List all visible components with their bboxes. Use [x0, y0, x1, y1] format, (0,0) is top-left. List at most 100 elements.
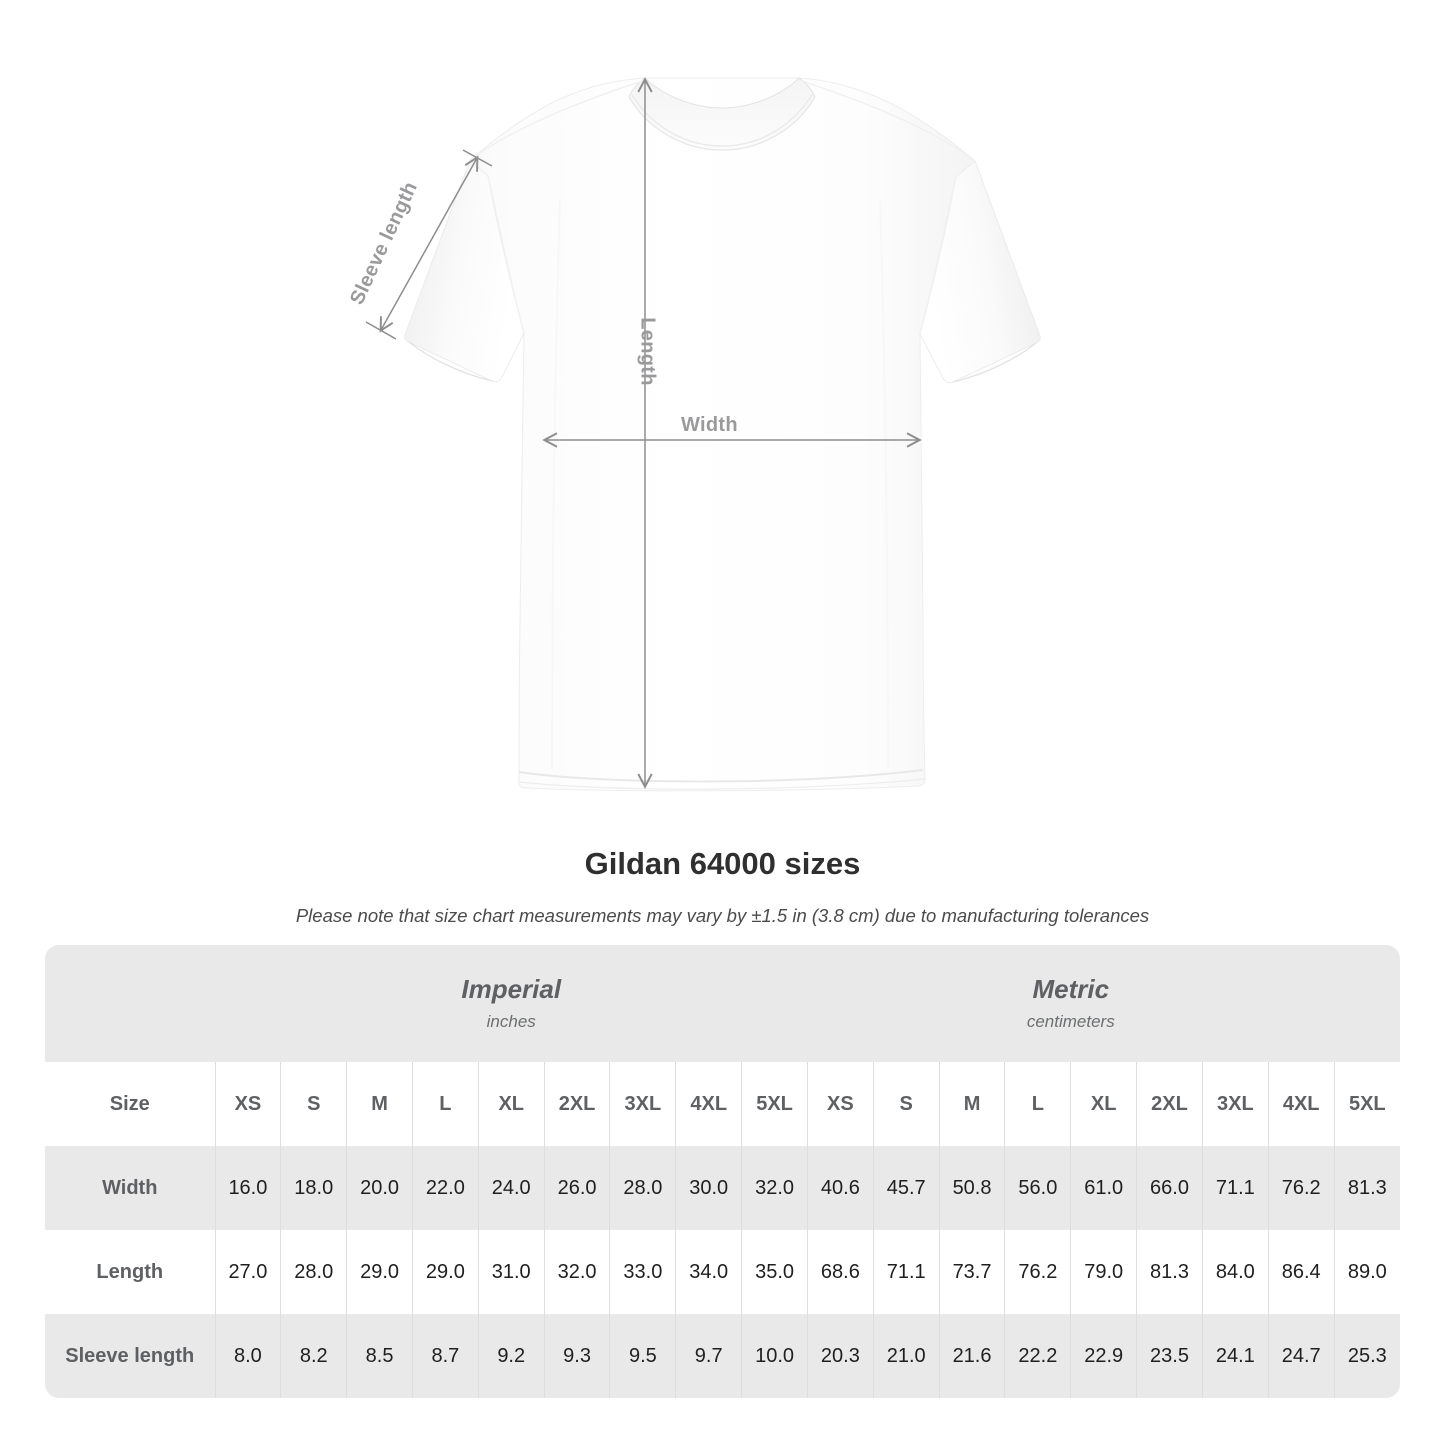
table-cell: 29.0 — [346, 1230, 413, 1314]
table-cell: 8.0 — [214, 1314, 281, 1398]
table-cell: 32.0 — [741, 1146, 808, 1230]
size-header-cell: 2XL — [543, 1062, 610, 1146]
table-cell: 35.0 — [741, 1230, 808, 1314]
size-header-cell: S — [280, 1062, 347, 1146]
tshirt-svg — [365, 77, 1041, 792]
size-header-cell: XS — [214, 1062, 281, 1146]
width-label: Width — [681, 414, 738, 436]
table-cell: 27.0 — [214, 1230, 281, 1314]
unit-group-metric-sub: centimeters — [1026, 1011, 1115, 1031]
unit-header-row: Imperial inches Metric centimeters — [45, 945, 1400, 1062]
table-cell: 89.0 — [1333, 1230, 1400, 1314]
table-cell: 21.0 — [872, 1314, 940, 1398]
table-row: Width 16.0 18.0 20.0 22.0 24.0 26.0 28.0… — [45, 1146, 1400, 1230]
table-cell: 40.6 — [806, 1146, 874, 1230]
table-cell: 30.0 — [675, 1146, 742, 1230]
size-header-cell: 4XL — [1267, 1062, 1335, 1146]
size-header-cell: 3XL — [609, 1062, 676, 1146]
table-cell: 23.5 — [1136, 1314, 1203, 1398]
table-cell: 26.0 — [543, 1146, 610, 1230]
dimension-lines — [365, 77, 922, 789]
row-label-sleeve-length: Sleeve length — [65, 1344, 195, 1367]
unit-header-spacer — [45, 945, 215, 1062]
size-header-cell: L — [411, 1062, 479, 1146]
size-header-cell: S — [872, 1062, 940, 1146]
table-cell: 24.7 — [1267, 1314, 1335, 1398]
size-header-cell: 4XL — [675, 1062, 742, 1146]
table-cell: 25.3 — [1333, 1314, 1400, 1398]
table-cell: 45.7 — [872, 1146, 940, 1230]
table-cell: 66.0 — [1136, 1146, 1203, 1230]
row-label-length: Length — [96, 1260, 164, 1283]
table-cell: 29.0 — [411, 1230, 479, 1314]
size-header-label: Size — [109, 1092, 150, 1115]
table-cell: 76.2 — [1267, 1146, 1335, 1230]
size-header-cell: 5XL — [741, 1062, 808, 1146]
table-cell: 24.0 — [477, 1146, 545, 1230]
table-cell: 8.5 — [346, 1314, 413, 1398]
title-block: Gildan 64000 sizes Please note that size… — [0, 845, 1445, 928]
sleeve-length-arrow — [379, 155, 479, 333]
table-cell: 71.1 — [872, 1230, 940, 1314]
size-header-cell: 5XL — [1333, 1062, 1400, 1146]
table-cell: 32.0 — [543, 1230, 610, 1314]
table-cell: 8.2 — [280, 1314, 347, 1398]
tshirt-illustration: Sleeve length Length Width — [346, 77, 1041, 792]
table-cell: 50.8 — [938, 1146, 1005, 1230]
sleeve-tick-top — [462, 149, 493, 167]
table-cell: 10.0 — [741, 1314, 808, 1398]
table-cell: 81.3 — [1333, 1146, 1400, 1230]
unit-group-imperial-sub: inches — [486, 1011, 536, 1031]
size-header-cell: L — [1004, 1062, 1071, 1146]
size-header-cell: 3XL — [1201, 1062, 1269, 1146]
unit-group-imperial-name: Imperial — [461, 974, 562, 1005]
table-cell: 9.2 — [477, 1314, 545, 1398]
size-header-cell: XL — [477, 1062, 545, 1146]
table-cell: 33.0 — [609, 1230, 676, 1314]
size-chart-table: Imperial inches Metric centimeters Size … — [45, 945, 1400, 1398]
unit-header-spacer-right — [1334, 945, 1400, 1062]
table-row: Length 27.0 28.0 29.0 29.0 31.0 32.0 33.… — [45, 1230, 1400, 1314]
table-cell: 22.2 — [1004, 1314, 1071, 1398]
table-cell: 86.4 — [1267, 1230, 1335, 1314]
table-cell: 16.0 — [214, 1146, 281, 1230]
table-cell: 61.0 — [1070, 1146, 1137, 1230]
table-cell: 8.7 — [411, 1314, 479, 1398]
unit-group-metric: Metric centimeters — [807, 945, 1334, 1062]
table-cell: 18.0 — [280, 1146, 347, 1230]
unit-group-imperial: Imperial inches — [215, 945, 807, 1062]
size-header-cell: M — [938, 1062, 1005, 1146]
size-header-cell: 2XL — [1136, 1062, 1203, 1146]
sleeve-tick-bottom — [365, 321, 397, 340]
table-cell: 28.0 — [280, 1230, 347, 1314]
size-chart-table-container: Imperial inches Metric centimeters Size … — [45, 945, 1400, 1398]
table-cell: 76.2 — [1004, 1230, 1071, 1314]
table-cell: 56.0 — [1004, 1146, 1071, 1230]
table-cell: 21.6 — [938, 1314, 1005, 1398]
table-cell: 22.0 — [411, 1146, 479, 1230]
table-cell: 81.3 — [1136, 1230, 1203, 1314]
table-cell: 79.0 — [1070, 1230, 1137, 1314]
table-cell: 22.9 — [1070, 1314, 1137, 1398]
table-cell: 31.0 — [477, 1230, 545, 1314]
table-row: Sleeve length 8.0 8.2 8.5 8.7 9.2 9.3 9.… — [45, 1314, 1400, 1398]
table-cell: 9.5 — [609, 1314, 676, 1398]
unit-group-metric-name: Metric — [1032, 974, 1110, 1005]
table-cell: 20.3 — [806, 1314, 874, 1398]
table-cell: 68.6 — [806, 1230, 874, 1314]
size-header-row: Size XS S M L XL 2XL 3XL 4XL 5XL XS S M … — [45, 1062, 1400, 1146]
table-cell: 9.7 — [675, 1314, 742, 1398]
table-cell: 73.7 — [938, 1230, 1005, 1314]
length-label: Length — [636, 317, 659, 386]
table-cell: 24.1 — [1201, 1314, 1269, 1398]
tolerance-note: Please note that size chart measurements… — [295, 905, 1150, 927]
row-label-width: Width — [102, 1176, 158, 1199]
page-title: Gildan 64000 sizes — [584, 846, 861, 881]
table-cell: 9.3 — [543, 1314, 610, 1398]
size-header-cell: M — [346, 1062, 413, 1146]
size-header-cell: XS — [806, 1062, 874, 1146]
size-header-cell: XL — [1070, 1062, 1137, 1146]
table-cell: 71.1 — [1201, 1146, 1269, 1230]
table-cell: 20.0 — [346, 1146, 413, 1230]
table-cell: 84.0 — [1201, 1230, 1269, 1314]
